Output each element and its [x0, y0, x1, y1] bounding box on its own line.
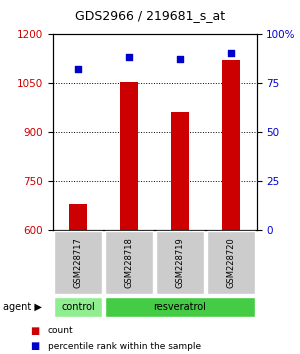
Text: GSM228720: GSM228720 [226, 238, 236, 288]
Text: agent ▶: agent ▶ [3, 302, 42, 312]
Point [229, 50, 233, 56]
Bar [222, 60, 240, 230]
Point [178, 56, 182, 62]
Bar [155, 232, 205, 294]
Bar [104, 232, 154, 294]
Bar [206, 232, 256, 294]
Bar [69, 204, 87, 230]
Bar [120, 82, 138, 230]
Bar [104, 297, 256, 318]
Text: GSM228719: GSM228719 [176, 238, 184, 288]
Text: ■: ■ [30, 341, 39, 351]
Bar [171, 112, 189, 230]
Text: GDS2966 / 219681_s_at: GDS2966 / 219681_s_at [75, 9, 225, 22]
Bar [53, 232, 103, 294]
Text: count: count [48, 326, 74, 336]
Point [127, 55, 131, 60]
Point [76, 66, 80, 72]
Text: GSM228718: GSM228718 [124, 238, 134, 288]
Text: resveratrol: resveratrol [154, 302, 206, 312]
Text: ■: ■ [30, 326, 39, 336]
Text: control: control [61, 302, 95, 312]
Text: percentile rank within the sample: percentile rank within the sample [48, 342, 201, 351]
Bar [53, 297, 103, 318]
Text: GSM228717: GSM228717 [74, 238, 82, 288]
